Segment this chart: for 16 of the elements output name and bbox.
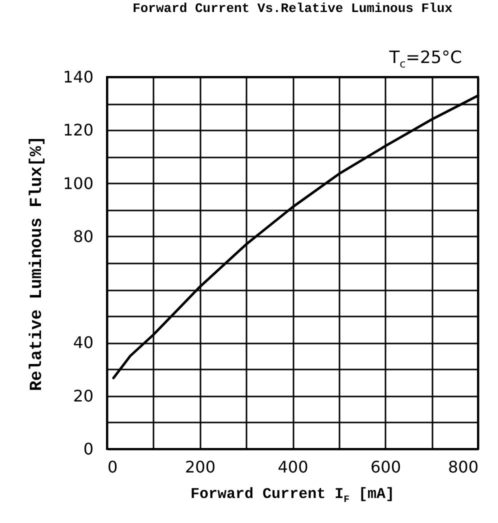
y-tick-label: 20 <box>73 386 94 406</box>
y-tick-label: 80 <box>73 226 94 246</box>
y-tick-label: 0 <box>83 440 94 458</box>
y-axis-title: Relative Luminous Flux[%] <box>28 136 47 392</box>
text: T$_{c}$=25°C <box>389 48 462 70</box>
x-tick-label: 200 <box>184 458 216 476</box>
x-axis-title: Forward Current I$_{F}$ [mA] <box>190 486 396 505</box>
y-tick-label: 40 <box>73 333 94 352</box>
x-tick-label: 800 <box>448 458 478 476</box>
y-tick-label: 140 <box>62 68 94 86</box>
y-tick-label: 100 <box>62 174 94 193</box>
chart-title: Forward Current Vs.Relative Luminous Flux <box>132 1 453 16</box>
x-tick-label: 600 <box>370 458 402 476</box>
x-tick-label: 400 <box>278 458 308 476</box>
x-tick-label: 0 <box>108 458 118 476</box>
y-tick-label: 120 <box>62 120 94 140</box>
